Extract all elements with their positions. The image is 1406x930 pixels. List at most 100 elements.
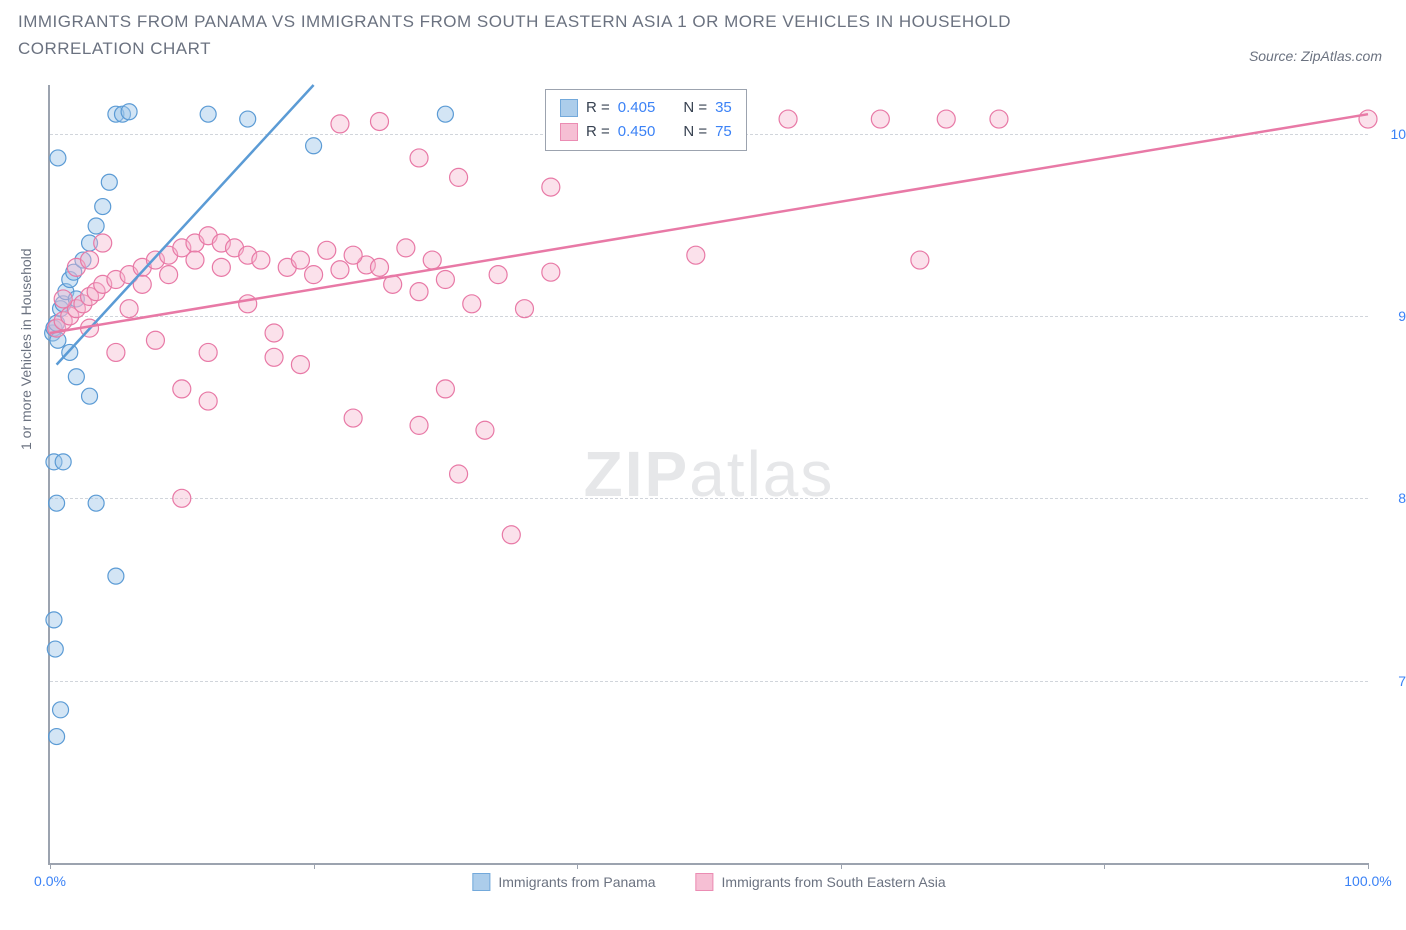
scatter-point	[306, 138, 322, 154]
scatter-point	[88, 218, 104, 234]
scatter-point	[240, 111, 256, 127]
scatter-point	[265, 348, 283, 366]
x-tick-label: 0.0%	[34, 873, 66, 889]
swatch-panama-bottom	[472, 873, 490, 891]
swatch-seasia	[560, 123, 578, 141]
scatter-point	[173, 489, 191, 507]
x-tick-label: 100.0%	[1344, 873, 1391, 889]
scatter-point	[160, 266, 178, 284]
scatter-point	[68, 369, 84, 385]
scatter-point	[410, 416, 428, 434]
bottom-legend: Immigrants from Panama Immigrants from S…	[472, 873, 945, 891]
y-tick-label: 85.0%	[1378, 490, 1406, 506]
swatch-seasia-bottom	[696, 873, 714, 891]
scatter-point	[542, 263, 560, 281]
y-axis-label: 1 or more Vehicles in Household	[18, 248, 34, 450]
scatter-point	[53, 702, 69, 718]
scatter-point	[450, 168, 468, 186]
scatter-point	[49, 495, 65, 511]
scatter-point	[937, 110, 955, 128]
scatter-point	[344, 246, 362, 264]
scatter-point	[436, 271, 454, 289]
scatter-point	[476, 421, 494, 439]
legend-n-label: N =	[683, 120, 707, 144]
scatter-point	[82, 388, 98, 404]
scatter-point	[1359, 110, 1377, 128]
swatch-panama	[560, 99, 578, 117]
bottom-legend-seasia: Immigrants from South Eastern Asia	[696, 873, 946, 891]
bottom-legend-label-seasia: Immigrants from South Eastern Asia	[722, 874, 946, 890]
x-tick	[577, 863, 578, 869]
scatter-point	[108, 568, 124, 584]
y-tick-label: 77.5%	[1378, 673, 1406, 689]
legend-r-label: R =	[586, 120, 610, 144]
scatter-point	[50, 150, 66, 166]
scatter-point	[371, 112, 389, 130]
x-tick	[1368, 863, 1369, 869]
legend-row-panama: R = 0.405 N = 35	[560, 96, 732, 120]
scatter-point	[489, 266, 507, 284]
scatter-point	[81, 251, 99, 269]
scatter-point	[199, 343, 217, 361]
scatter-point	[305, 266, 323, 284]
scatter-point	[101, 174, 117, 190]
scatter-point	[95, 199, 111, 215]
bottom-legend-label-panama: Immigrants from Panama	[498, 874, 655, 890]
scatter-point	[911, 251, 929, 269]
x-tick	[314, 863, 315, 869]
scatter-point	[121, 104, 137, 120]
scatter-point	[252, 251, 270, 269]
legend-row-seasia: R = 0.450 N = 75	[560, 120, 732, 144]
scatter-point	[437, 106, 453, 122]
scatter-point	[463, 295, 481, 313]
scatter-point	[55, 454, 71, 470]
scatter-svg	[50, 85, 1368, 863]
scatter-point	[107, 343, 125, 361]
scatter-point	[318, 241, 336, 259]
scatter-point	[779, 110, 797, 128]
scatter-point	[410, 283, 428, 301]
x-tick	[841, 863, 842, 869]
scatter-point	[239, 295, 257, 313]
scatter-point	[436, 380, 454, 398]
scatter-point	[344, 409, 362, 427]
bottom-legend-panama: Immigrants from Panama	[472, 873, 655, 891]
y-tick-label: 100.0%	[1378, 126, 1406, 142]
scatter-point	[397, 239, 415, 257]
scatter-point	[502, 526, 520, 544]
legend-n-label: N =	[683, 96, 707, 120]
scatter-point	[871, 110, 889, 128]
scatter-point	[515, 300, 533, 318]
scatter-point	[331, 115, 349, 133]
scatter-point	[990, 110, 1008, 128]
legend-r-label: R =	[586, 96, 610, 120]
legend-r-value-seasia: 0.450	[618, 120, 656, 144]
legend-r-value-panama: 0.405	[618, 96, 656, 120]
legend-n-value-panama: 35	[715, 96, 732, 120]
scatter-point	[186, 251, 204, 269]
scatter-point	[120, 300, 138, 318]
scatter-point	[54, 290, 72, 308]
chart-title: IMMIGRANTS FROM PANAMA VS IMMIGRANTS FRO…	[18, 8, 1138, 62]
scatter-point	[450, 465, 468, 483]
correlation-legend: R = 0.405 N = 35 R = 0.450 N = 75	[545, 89, 747, 151]
scatter-point	[410, 149, 428, 167]
legend-n-value-seasia: 75	[715, 120, 732, 144]
scatter-point	[331, 261, 349, 279]
scatter-point	[47, 641, 63, 657]
scatter-point	[94, 234, 112, 252]
scatter-point	[542, 178, 560, 196]
source-attribution: Source: ZipAtlas.com	[1249, 48, 1382, 64]
y-tick-label: 92.5%	[1378, 308, 1406, 324]
x-tick	[1104, 863, 1105, 869]
scatter-point	[49, 729, 65, 745]
chart-plot-area: ZIPatlas R = 0.405 N = 35 R = 0.450 N = …	[48, 85, 1368, 865]
scatter-point	[46, 612, 62, 628]
scatter-point	[291, 251, 309, 269]
scatter-point	[687, 246, 705, 264]
scatter-point	[212, 258, 230, 276]
scatter-point	[371, 258, 389, 276]
scatter-point	[423, 251, 441, 269]
scatter-point	[199, 392, 217, 410]
scatter-point	[173, 380, 191, 398]
